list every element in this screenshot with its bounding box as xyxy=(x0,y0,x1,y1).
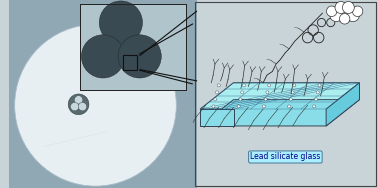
Circle shape xyxy=(339,14,350,24)
Circle shape xyxy=(71,102,79,111)
Circle shape xyxy=(313,105,316,108)
Circle shape xyxy=(99,1,143,44)
Circle shape xyxy=(289,98,292,101)
Bar xyxy=(123,55,137,70)
Polygon shape xyxy=(200,109,234,126)
Circle shape xyxy=(266,91,269,94)
Circle shape xyxy=(212,105,215,108)
Circle shape xyxy=(81,35,125,78)
Circle shape xyxy=(118,35,161,78)
Bar xyxy=(81,4,186,90)
Polygon shape xyxy=(326,83,359,126)
Circle shape xyxy=(335,2,347,14)
Circle shape xyxy=(78,102,87,111)
Circle shape xyxy=(239,98,242,101)
Circle shape xyxy=(342,2,354,14)
Circle shape xyxy=(347,8,359,22)
Text: Lead silicate glass: Lead silicate glass xyxy=(250,152,321,161)
Circle shape xyxy=(241,91,244,94)
Circle shape xyxy=(214,98,217,101)
Bar xyxy=(81,4,186,90)
Circle shape xyxy=(264,98,267,101)
Circle shape xyxy=(268,84,271,87)
Circle shape xyxy=(318,84,321,87)
Polygon shape xyxy=(200,83,359,109)
Circle shape xyxy=(327,6,337,17)
Circle shape xyxy=(74,96,83,104)
Circle shape xyxy=(68,94,89,115)
Circle shape xyxy=(288,105,291,108)
Circle shape xyxy=(330,8,343,22)
Circle shape xyxy=(314,98,318,101)
Circle shape xyxy=(316,91,319,94)
Polygon shape xyxy=(200,100,359,126)
Circle shape xyxy=(215,91,218,94)
Circle shape xyxy=(291,91,294,94)
Circle shape xyxy=(237,105,240,108)
Circle shape xyxy=(262,105,265,108)
Circle shape xyxy=(243,84,245,87)
Circle shape xyxy=(352,6,363,17)
Circle shape xyxy=(293,84,296,87)
Circle shape xyxy=(15,24,176,186)
Circle shape xyxy=(217,84,220,87)
Circle shape xyxy=(335,4,354,23)
